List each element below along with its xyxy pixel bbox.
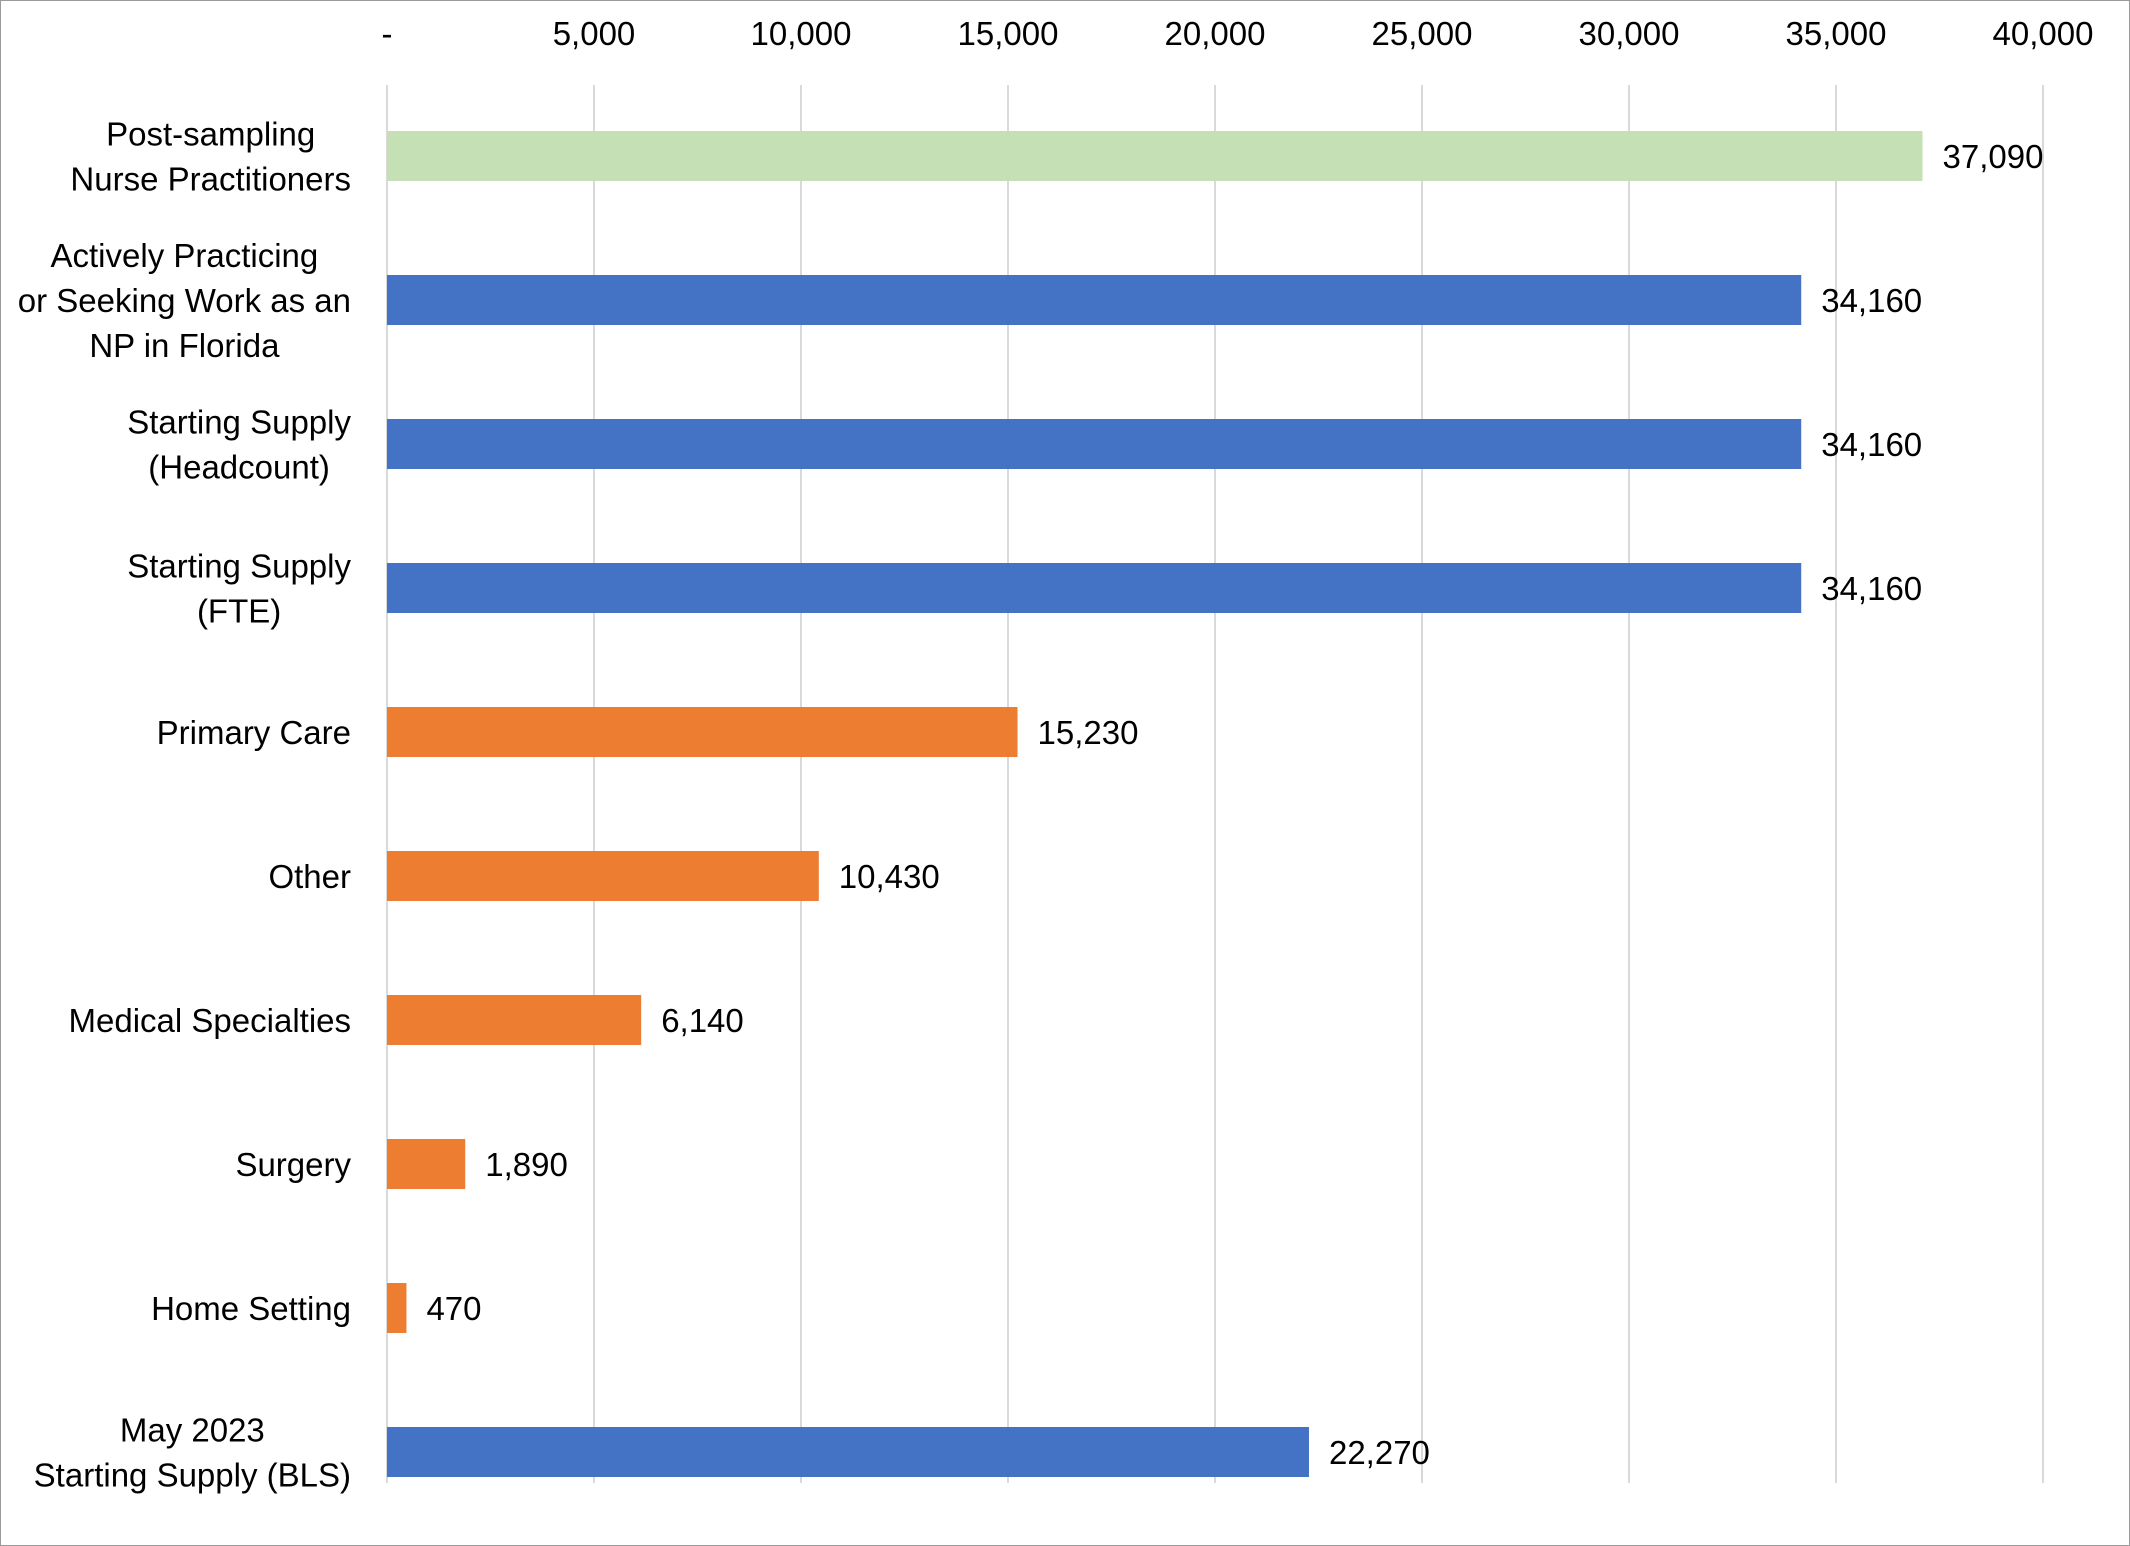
bars bbox=[387, 131, 1923, 1477]
bar bbox=[387, 131, 1923, 181]
category-label: Medical Specialties bbox=[69, 1002, 351, 1039]
category-label: Other bbox=[268, 858, 351, 895]
bar bbox=[387, 1283, 407, 1333]
bar bbox=[387, 1427, 1309, 1477]
bar bbox=[387, 995, 642, 1045]
category-label: Starting Supply (Headcount) bbox=[127, 404, 351, 486]
bar bbox=[387, 419, 1802, 469]
data-label: 34,160 bbox=[1821, 282, 1922, 319]
data-labels: 37,090 34,160 34,160 34,160 15,230 10,430 6,14… bbox=[426, 138, 2043, 1471]
data-label: 1,890 bbox=[485, 1146, 568, 1183]
category-label: Actively Practicing or Seeking Work as an… bbox=[18, 237, 351, 364]
bar bbox=[387, 1139, 466, 1189]
category-label: Post-sampling Nurse Practitioners bbox=[70, 116, 351, 198]
x-tick-label: - bbox=[382, 15, 393, 52]
category-label: Starting Supply (FTE) bbox=[127, 548, 351, 630]
category-label: Home Setting bbox=[151, 1290, 351, 1327]
x-tick-label: 35,000 bbox=[1786, 15, 1887, 52]
category-label: Primary Care bbox=[157, 714, 351, 751]
data-label: 37,090 bbox=[1943, 138, 2044, 175]
x-tick-label: 5,000 bbox=[553, 15, 636, 52]
x-tick-label: 40,000 bbox=[1993, 15, 2094, 52]
data-label: 6,140 bbox=[661, 1002, 744, 1039]
data-label: 22,270 bbox=[1329, 1434, 1430, 1471]
bar bbox=[387, 275, 1802, 325]
x-tick-label: 25,000 bbox=[1372, 15, 1473, 52]
x-tick-label: 30,000 bbox=[1579, 15, 1680, 52]
data-label: 34,160 bbox=[1821, 426, 1922, 463]
data-label: 15,230 bbox=[1038, 714, 1139, 751]
data-label: 34,160 bbox=[1821, 570, 1922, 607]
category-label: Surgery bbox=[235, 1146, 351, 1183]
x-axis-tick-labels: - 5,000 10,000 15,000 20,000 25,000 30,000 35,0… bbox=[382, 15, 2094, 52]
x-tick-label: 20,000 bbox=[1165, 15, 1266, 52]
x-tick-label: 15,000 bbox=[958, 15, 1059, 52]
x-tick-label: 10,000 bbox=[751, 15, 852, 52]
data-label: 10,430 bbox=[839, 858, 940, 895]
category-label: May 2023 Starting Supply (BLS) bbox=[34, 1412, 351, 1494]
category-labels: Post-sampling Nurse Practitioners Actively… bbox=[18, 116, 352, 1494]
bar bbox=[387, 707, 1018, 757]
bar bbox=[387, 851, 819, 901]
bar bbox=[387, 563, 1802, 613]
data-label: 470 bbox=[426, 1290, 481, 1327]
